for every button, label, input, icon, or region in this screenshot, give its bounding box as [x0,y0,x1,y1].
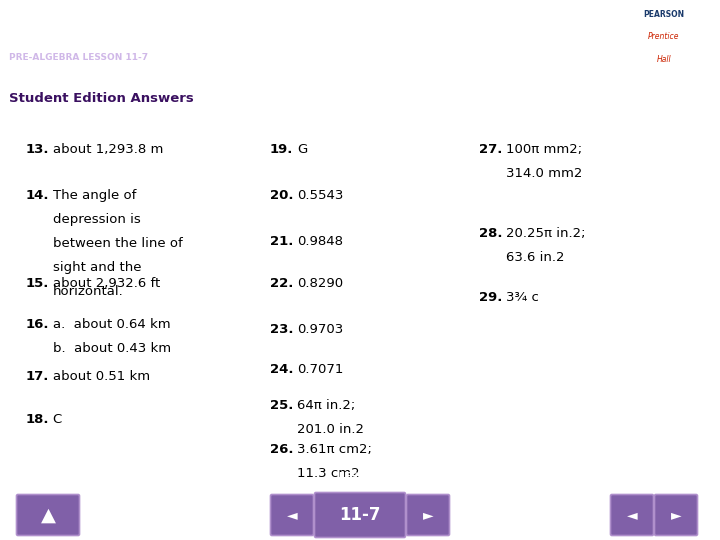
Text: 22.: 22. [270,277,293,290]
Text: 0.5543: 0.5543 [297,188,343,201]
Text: a.  about 0.64 km: a. about 0.64 km [53,318,170,330]
Text: ►: ► [671,508,681,522]
Text: about 0.51 km: about 0.51 km [53,370,150,383]
Text: 24.: 24. [270,363,294,376]
Text: 21.: 21. [270,234,293,247]
Text: 27.: 27. [479,143,502,156]
Text: 0.7071: 0.7071 [297,363,343,376]
Text: sight and the: sight and the [53,261,141,274]
Text: about 2,932.6 ft: about 2,932.6 ft [53,277,160,290]
Text: Prentice: Prentice [648,32,680,41]
Text: 63.6 in.2: 63.6 in.2 [506,252,564,265]
Text: 20.25π in.2;: 20.25π in.2; [506,227,585,240]
Text: 0.9848: 0.9848 [297,234,343,247]
FancyBboxPatch shape [271,495,313,536]
Text: C: C [53,413,62,426]
Text: Hall: Hall [657,55,671,64]
Text: about 1,293.8 m: about 1,293.8 m [53,143,163,156]
Text: PEARSON: PEARSON [643,10,685,19]
Text: PRE-ALGEBRA LESSON 11-7: PRE-ALGEBRA LESSON 11-7 [9,53,148,62]
FancyBboxPatch shape [616,4,713,81]
Text: 26.: 26. [270,443,294,456]
Text: 0.9703: 0.9703 [297,323,343,336]
Text: 100π mm2;: 100π mm2; [506,143,582,156]
Text: 0.8290: 0.8290 [297,277,343,290]
Text: LESSON: LESSON [338,472,382,482]
FancyBboxPatch shape [611,495,654,536]
Text: 28.: 28. [479,227,503,240]
FancyBboxPatch shape [407,495,449,536]
Text: 20.: 20. [270,188,294,201]
Text: depression is: depression is [53,213,140,226]
Text: 11-7: 11-7 [339,506,381,524]
Text: 14.: 14. [25,188,49,201]
Text: 3¾ c: 3¾ c [506,291,539,304]
FancyBboxPatch shape [315,492,405,537]
Text: 15.: 15. [25,277,48,290]
Text: between the line of: between the line of [53,237,182,249]
Text: b.  about 0.43 km: b. about 0.43 km [53,341,171,354]
Text: PAGE: PAGE [648,472,677,482]
Text: ◄: ◄ [626,508,637,522]
Text: 314.0 mm2: 314.0 mm2 [506,167,582,180]
Text: 201.0 in.2: 201.0 in.2 [297,423,364,436]
Text: ▲: ▲ [40,505,55,524]
Text: horizontal.: horizontal. [53,285,123,298]
Text: 29.: 29. [479,291,502,304]
Text: 16.: 16. [25,318,49,330]
Text: 17.: 17. [25,370,48,383]
FancyBboxPatch shape [17,495,79,536]
Text: 64π in.2;: 64π in.2; [297,399,356,411]
Text: 23.: 23. [270,323,294,336]
Text: MAIN MENU: MAIN MENU [25,472,90,482]
Text: 3.61π cm2;: 3.61π cm2; [297,443,372,456]
Text: G: G [297,143,307,156]
Text: 18.: 18. [25,413,49,426]
Text: Student Edition Answers: Student Edition Answers [9,91,194,105]
Text: The angle of: The angle of [53,188,136,201]
Text: Angles of Elevation and Depression: Angles of Elevation and Depression [9,10,399,29]
Text: 19.: 19. [270,143,293,156]
Text: 11.3 cm2: 11.3 cm2 [297,467,360,480]
Text: 25.: 25. [270,399,293,411]
Text: ◄: ◄ [287,508,297,522]
Text: 13.: 13. [25,143,49,156]
FancyBboxPatch shape [654,495,698,536]
Text: ►: ► [423,508,433,522]
